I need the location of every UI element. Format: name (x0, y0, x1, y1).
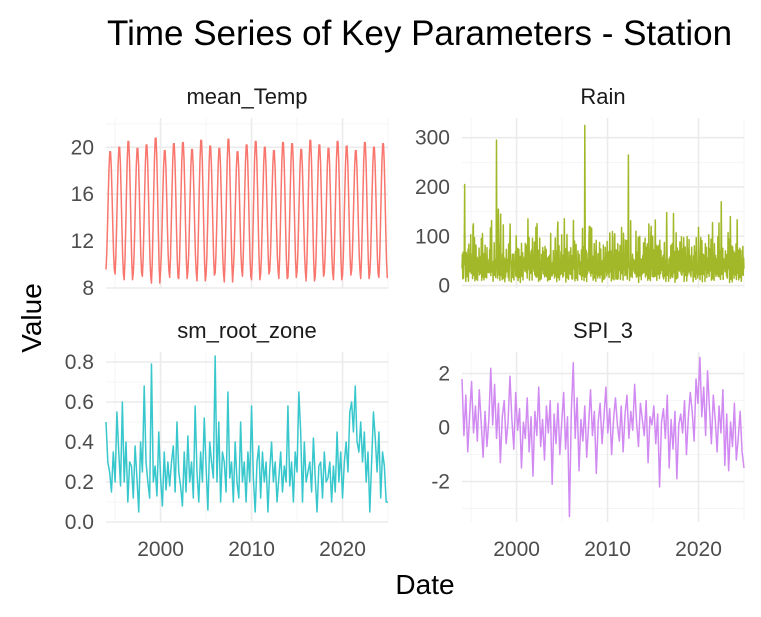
y-tick-label: 0.6 (65, 391, 94, 414)
y-tick-label: 300 (415, 127, 450, 150)
y-tick-label: 2 (438, 363, 450, 386)
panel-title: Rain (580, 84, 625, 109)
series-line-spi-3 (461, 356, 745, 518)
y-tick-label: -2 (431, 471, 450, 494)
y-tick-label: 16 (71, 183, 94, 206)
x-tick-label: 2020 (675, 538, 722, 561)
y-tick-label: 0.0 (65, 511, 94, 534)
x-tick-label: 2010 (228, 538, 275, 561)
x-tick-label: 2000 (493, 538, 540, 561)
chart-title: Time Series of Key Parameters - Station (107, 14, 732, 53)
panel-sm-root-zone: sm_root_zone 0.0 0.2 0.4 0.6 0.8 2000 2010 2020 (65, 318, 389, 561)
series-line-rain (461, 124, 745, 284)
panel-rain: Rain 0 100 200 300 (415, 84, 745, 298)
y-tick-label: 0.4 (65, 431, 95, 454)
chart-panels: mean_Temp8121620Rain0100200300sm_root_zo… (65, 84, 745, 561)
y-tick-label: 20 (71, 136, 94, 159)
y-tick-label: 200 (415, 176, 450, 199)
panel-title: SPI_3 (573, 318, 633, 343)
y-tick-label: 0.8 (65, 351, 94, 374)
y-tick-label: 8 (82, 277, 94, 300)
y-tick-label: 0.2 (65, 471, 94, 494)
panel-mean-temp: mean_Temp 8 12 16 20 (71, 84, 389, 300)
y-axis-title: Value (16, 283, 47, 353)
series-line-mean-temp (105, 137, 388, 284)
x-tick-label: 2000 (137, 538, 184, 561)
y-tick-label: 0 (438, 417, 450, 440)
series-line-sm-root-zone (105, 355, 388, 513)
x-tick-label: 2020 (319, 538, 366, 561)
panel-spi-3: SPI_3 -2 0 2 2000 2010 2020 (431, 318, 745, 561)
y-tick-label: 12 (71, 230, 94, 253)
x-axis-title: Date (395, 569, 454, 600)
panel-title: sm_root_zone (177, 318, 316, 343)
panel-title: mean_Temp (186, 84, 307, 109)
y-tick-label: 0 (438, 275, 450, 298)
y-tick-label: 100 (415, 225, 450, 248)
x-tick-label: 2010 (584, 538, 631, 561)
